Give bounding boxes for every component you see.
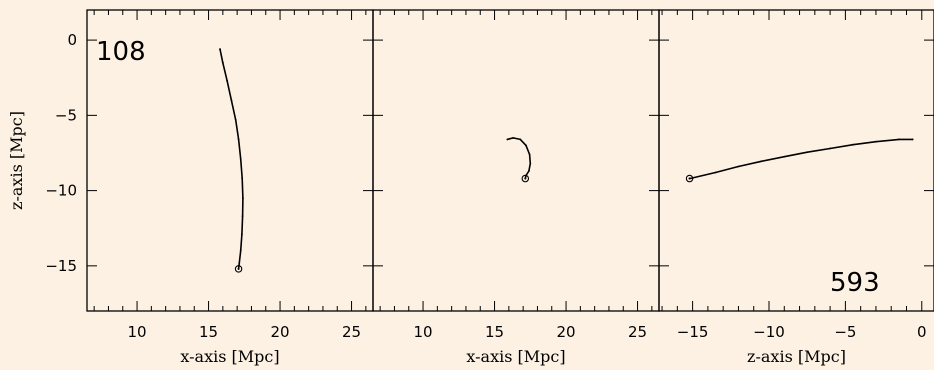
- trajectory-point: [226, 79, 229, 82]
- x-tick-label: −10: [753, 323, 785, 341]
- trajectory-point: [506, 138, 509, 141]
- trajectory-line-3: [688, 138, 914, 180]
- endpoint-marker: [685, 174, 694, 183]
- panel-frame-3: [658, 9, 934, 312]
- x-tick-label: 20: [557, 323, 576, 341]
- panel-annotation: 593: [830, 268, 880, 298]
- trajectory-point: [239, 158, 242, 160]
- trajectory-point: [737, 165, 740, 168]
- trajectory-point: [512, 137, 515, 139]
- x-tick-label: 10: [128, 323, 147, 341]
- trajectory-point: [519, 138, 522, 141]
- trajectory-line-1: [219, 48, 244, 270]
- trajectory-point: [783, 155, 786, 158]
- trajectory-point: [240, 233, 243, 236]
- trajectory-point: [528, 153, 531, 156]
- x-tick-label: 10: [414, 323, 433, 341]
- endpoint-marker-dot: [237, 267, 240, 270]
- y-tick-label: −10: [45, 182, 77, 200]
- y-axis-label: z-axis [Mpc]: [7, 111, 26, 210]
- endpoint-marker: [234, 265, 243, 273]
- trajectory-point: [897, 138, 900, 141]
- endpoint-marker-dot: [688, 177, 691, 180]
- trajectory-point: [875, 140, 877, 143]
- x-tick-label: 15: [199, 323, 218, 341]
- panel-frame-2: [372, 9, 660, 312]
- y-tick-label: −15: [45, 257, 77, 275]
- endpoint-marker: [521, 174, 530, 183]
- x-tick-label: −15: [677, 323, 709, 341]
- trajectory-point: [852, 143, 854, 146]
- trajectory-point: [238, 261, 241, 264]
- x-axis-label: z-axis [Mpc]: [747, 347, 846, 366]
- endpoint-marker-dot: [524, 177, 527, 180]
- x-axis-label: x-axis [Mpc]: [180, 347, 279, 366]
- trajectory-point: [241, 177, 244, 180]
- x-tick-label: 15: [485, 323, 504, 341]
- trajectory-point: [806, 151, 809, 154]
- x-tick-label: 25: [628, 323, 647, 341]
- x-tick-label: 25: [342, 323, 361, 341]
- trajectory-point: [829, 147, 832, 150]
- trajectory-point: [230, 99, 233, 102]
- trajectory-point: [241, 215, 244, 218]
- trajectory-point: [237, 138, 240, 141]
- trajectory-point: [527, 170, 530, 172]
- x-tick-label: 20: [271, 323, 290, 341]
- trajectory-point: [241, 197, 244, 200]
- panel-annotation: 108: [96, 37, 146, 67]
- trajectory-point: [234, 118, 237, 121]
- trajectory-point: [760, 160, 763, 163]
- x-tick-label: −5: [834, 323, 856, 341]
- trajectory-point: [219, 48, 221, 51]
- trajectory-line-2: [506, 137, 532, 180]
- trajectory-point: [239, 249, 242, 252]
- trajectory-point: [529, 162, 532, 165]
- trajectory-point: [911, 138, 914, 141]
- trajectory-point: [525, 144, 527, 147]
- x-tick-label: 0: [917, 323, 927, 341]
- y-tick-label: 0: [67, 31, 77, 49]
- trajectory-point: [221, 61, 224, 64]
- x-axis-label: x-axis [Mpc]: [466, 347, 565, 366]
- y-tick-label: −5: [55, 106, 77, 124]
- trajectory-point: [714, 171, 717, 174]
